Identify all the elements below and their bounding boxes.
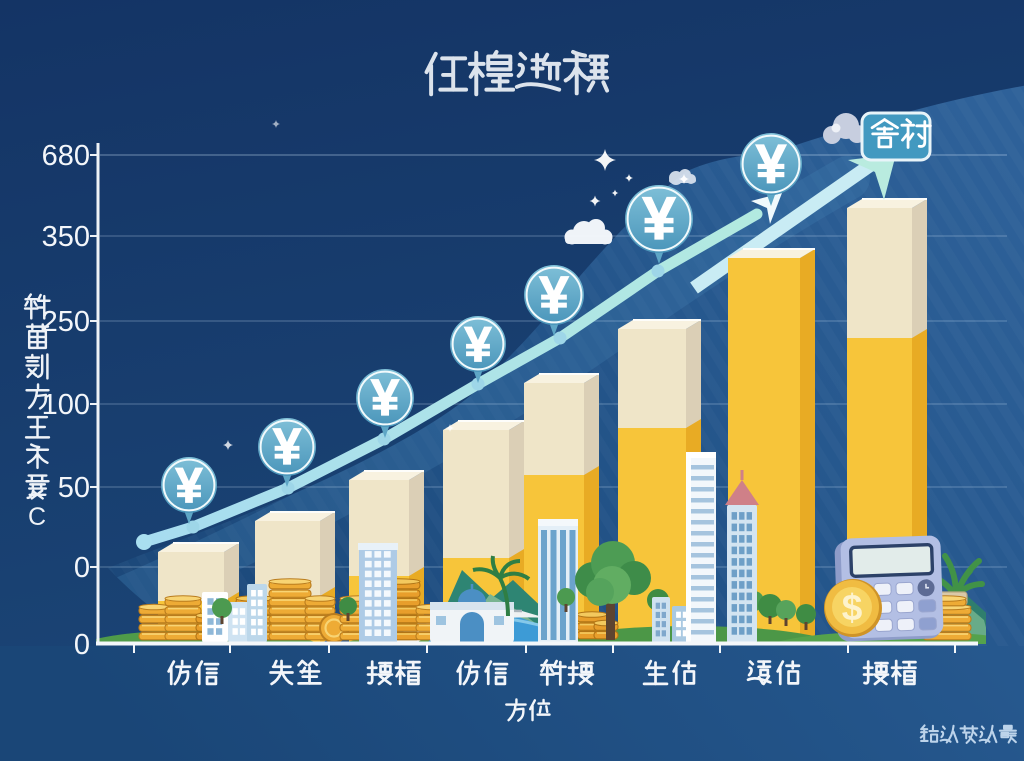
svg-text:0: 0 xyxy=(74,629,90,661)
svg-text:250: 250 xyxy=(42,306,90,338)
svg-text:¥: ¥ xyxy=(642,185,676,252)
svg-text:C: C xyxy=(28,503,46,531)
svg-text:¥: ¥ xyxy=(371,369,400,426)
svg-text:50: 50 xyxy=(58,472,90,504)
svg-text:¥: ¥ xyxy=(175,459,203,513)
svg-text:0: 0 xyxy=(74,552,90,584)
svg-text:350: 350 xyxy=(42,221,90,253)
svg-text:¥: ¥ xyxy=(273,418,302,475)
svg-text:$: $ xyxy=(842,587,863,628)
svg-text:¥: ¥ xyxy=(464,318,492,372)
svg-text:100: 100 xyxy=(42,389,90,421)
svg-text:¥: ¥ xyxy=(539,266,569,325)
svg-text:680: 680 xyxy=(42,140,90,172)
svg-text:¥: ¥ xyxy=(756,133,787,195)
